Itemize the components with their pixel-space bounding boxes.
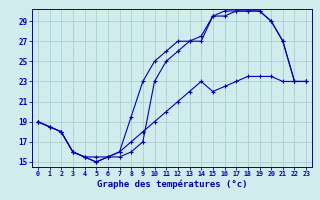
X-axis label: Graphe des températures (°c): Graphe des températures (°c) (97, 180, 247, 189)
